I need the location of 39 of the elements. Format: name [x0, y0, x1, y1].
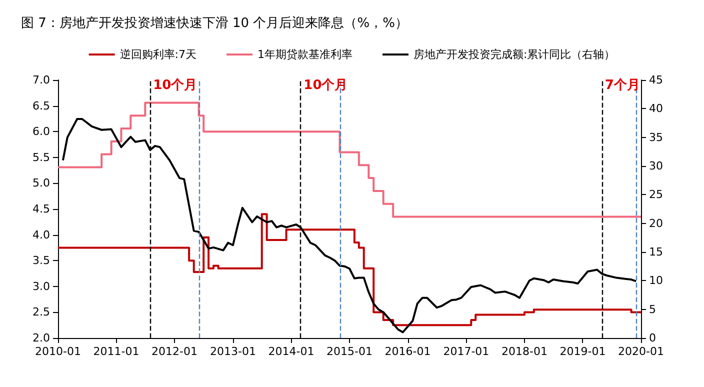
legend-label: 1年期贷款基准利率	[258, 48, 352, 61]
y-tick-label: 6.0	[32, 125, 50, 138]
y-tick-label: 5.0	[32, 176, 50, 190]
y2-tick-label: 15	[649, 246, 663, 258]
y-tick-label: 4.5	[32, 202, 50, 216]
x-tick-label: 2014-01	[268, 345, 314, 358]
ref-line-label: 10个月	[304, 78, 348, 93]
x-tick-label: 2018-01	[501, 345, 548, 358]
y2-tick-label: 0	[649, 332, 656, 344]
legend-label: 房地产开发投资完成额:累计同比（右轴）	[414, 48, 616, 61]
x-tick-label: 2020-01	[618, 345, 664, 358]
y2-tick-label: 5	[649, 302, 656, 316]
y2-tick-label: 45	[649, 74, 663, 86]
y-tick-label: 6.5	[32, 99, 50, 112]
legend-label: 逆回购利率:7天	[120, 48, 197, 61]
ref-line-label: 10个月	[153, 78, 198, 93]
y-tick-label: 7.0	[32, 74, 50, 86]
chart-title: 图 7：房地产开发投资增速快速下滑 10 个月后迎来降息（%，%）	[21, 15, 408, 31]
y-tick-label: 2.0	[32, 332, 50, 344]
x-tick-label: 2012-01	[152, 345, 198, 358]
x-tick-label: 2016-01	[384, 345, 431, 358]
y-tick-label: 3.0	[32, 280, 50, 293]
y2-tick-label: 40	[649, 102, 663, 116]
y2-tick-label: 20	[649, 216, 663, 230]
y2-tick-label: 35	[649, 130, 663, 144]
y-tick-label: 3.5	[32, 254, 50, 268]
y-tick-label: 2.5	[32, 306, 50, 319]
x-tick-label: 2017-01	[443, 345, 490, 358]
y2-tick-label: 10	[649, 274, 663, 288]
x-tick-label: 2015-01	[326, 345, 372, 358]
x-tick-label: 2013-01	[210, 345, 256, 358]
ref-line-label: 7个月	[604, 78, 640, 93]
y2-tick-label: 30	[649, 160, 663, 172]
x-tick-label: 2010-01	[35, 345, 81, 358]
y-tick-label: 5.5	[32, 150, 50, 164]
x-tick-label: 2011-01	[93, 345, 140, 358]
y2-tick-label: 25	[649, 188, 663, 202]
y-tick-label: 4.0	[32, 228, 50, 242]
x-tick-label: 2019-01	[560, 345, 606, 358]
